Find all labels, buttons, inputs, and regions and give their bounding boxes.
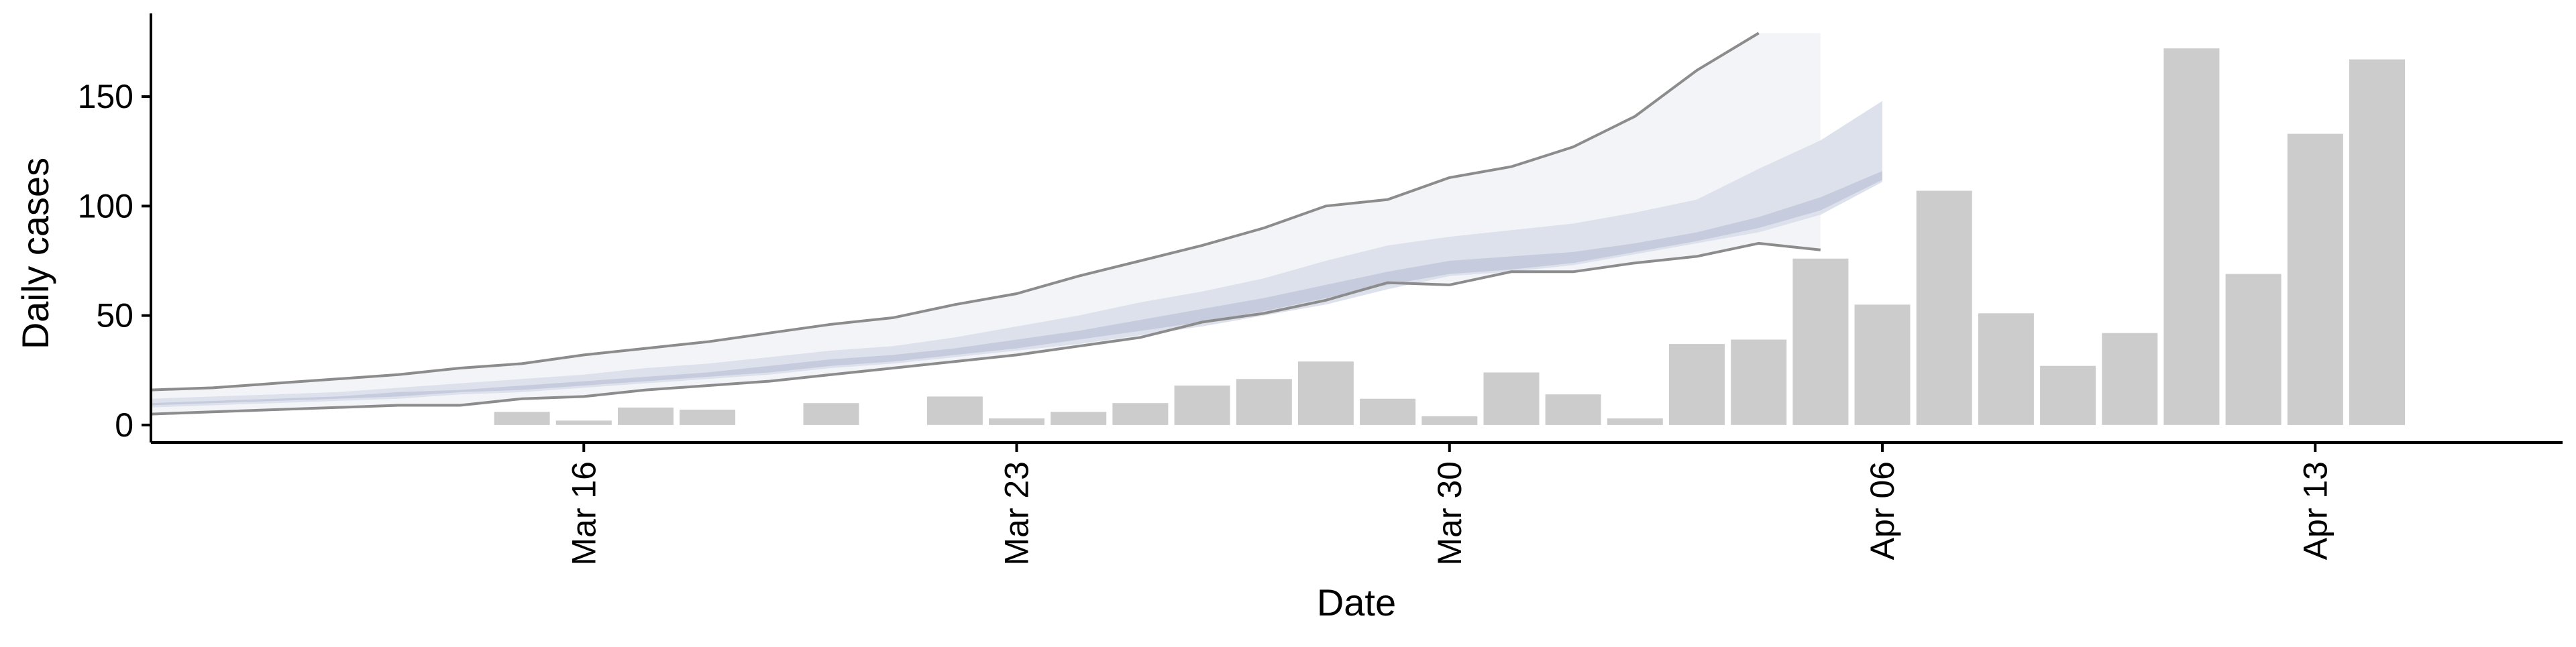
x-axis-title: Date	[1317, 581, 1396, 624]
bar	[1854, 304, 1911, 425]
bar	[494, 412, 550, 425]
bar	[1731, 339, 1787, 425]
bar	[1236, 379, 1292, 425]
y-tick-label: 100	[78, 187, 133, 225]
bar	[1297, 361, 1354, 425]
x-tick-label: Apr 13	[2296, 461, 2334, 560]
projection-lines	[150, 32, 1821, 416]
bar	[803, 403, 859, 425]
bar	[1607, 418, 1663, 425]
bar	[2102, 333, 2158, 425]
bar	[2040, 365, 2096, 425]
bar	[1792, 258, 1849, 425]
y-tick-label: 50	[96, 297, 133, 335]
bar	[680, 410, 736, 425]
bar	[2225, 274, 2282, 425]
bar	[1360, 398, 1416, 425]
bar	[989, 418, 1044, 425]
bar	[1916, 190, 1972, 425]
bar	[2287, 133, 2343, 425]
bar	[1545, 394, 1601, 425]
bar	[926, 396, 983, 425]
y-tick-label: 0	[115, 406, 133, 444]
x-tick-label: Apr 06	[1864, 461, 1901, 560]
y-tick-label: 150	[78, 78, 133, 115]
axes	[150, 13, 2563, 444]
lower-bound-line	[150, 241, 1821, 416]
y-axis-title: Daily cases	[14, 158, 56, 349]
bar	[1051, 412, 1107, 425]
x-tick-label: Mar 23	[998, 461, 1036, 566]
bar	[2349, 59, 2405, 425]
bar	[2163, 48, 2220, 425]
x-tick-label: Mar 16	[565, 461, 602, 566]
ticks: 0 50 100 150 Mar 16 Mar 23 Mar 30 Apr 06 Apr 13	[78, 78, 2334, 566]
bar	[1421, 416, 1478, 425]
bar	[1669, 344, 1725, 425]
bars-group	[494, 48, 2405, 425]
bar	[1112, 403, 1169, 425]
projection-bands	[151, 33, 1882, 414]
bar	[555, 420, 612, 425]
bar	[618, 407, 674, 425]
bar	[1483, 372, 1540, 425]
bar	[1174, 386, 1230, 425]
bar	[1978, 313, 2034, 425]
upper-bound-line	[150, 32, 1760, 392]
x-tick-label: Mar 30	[1431, 461, 1468, 566]
